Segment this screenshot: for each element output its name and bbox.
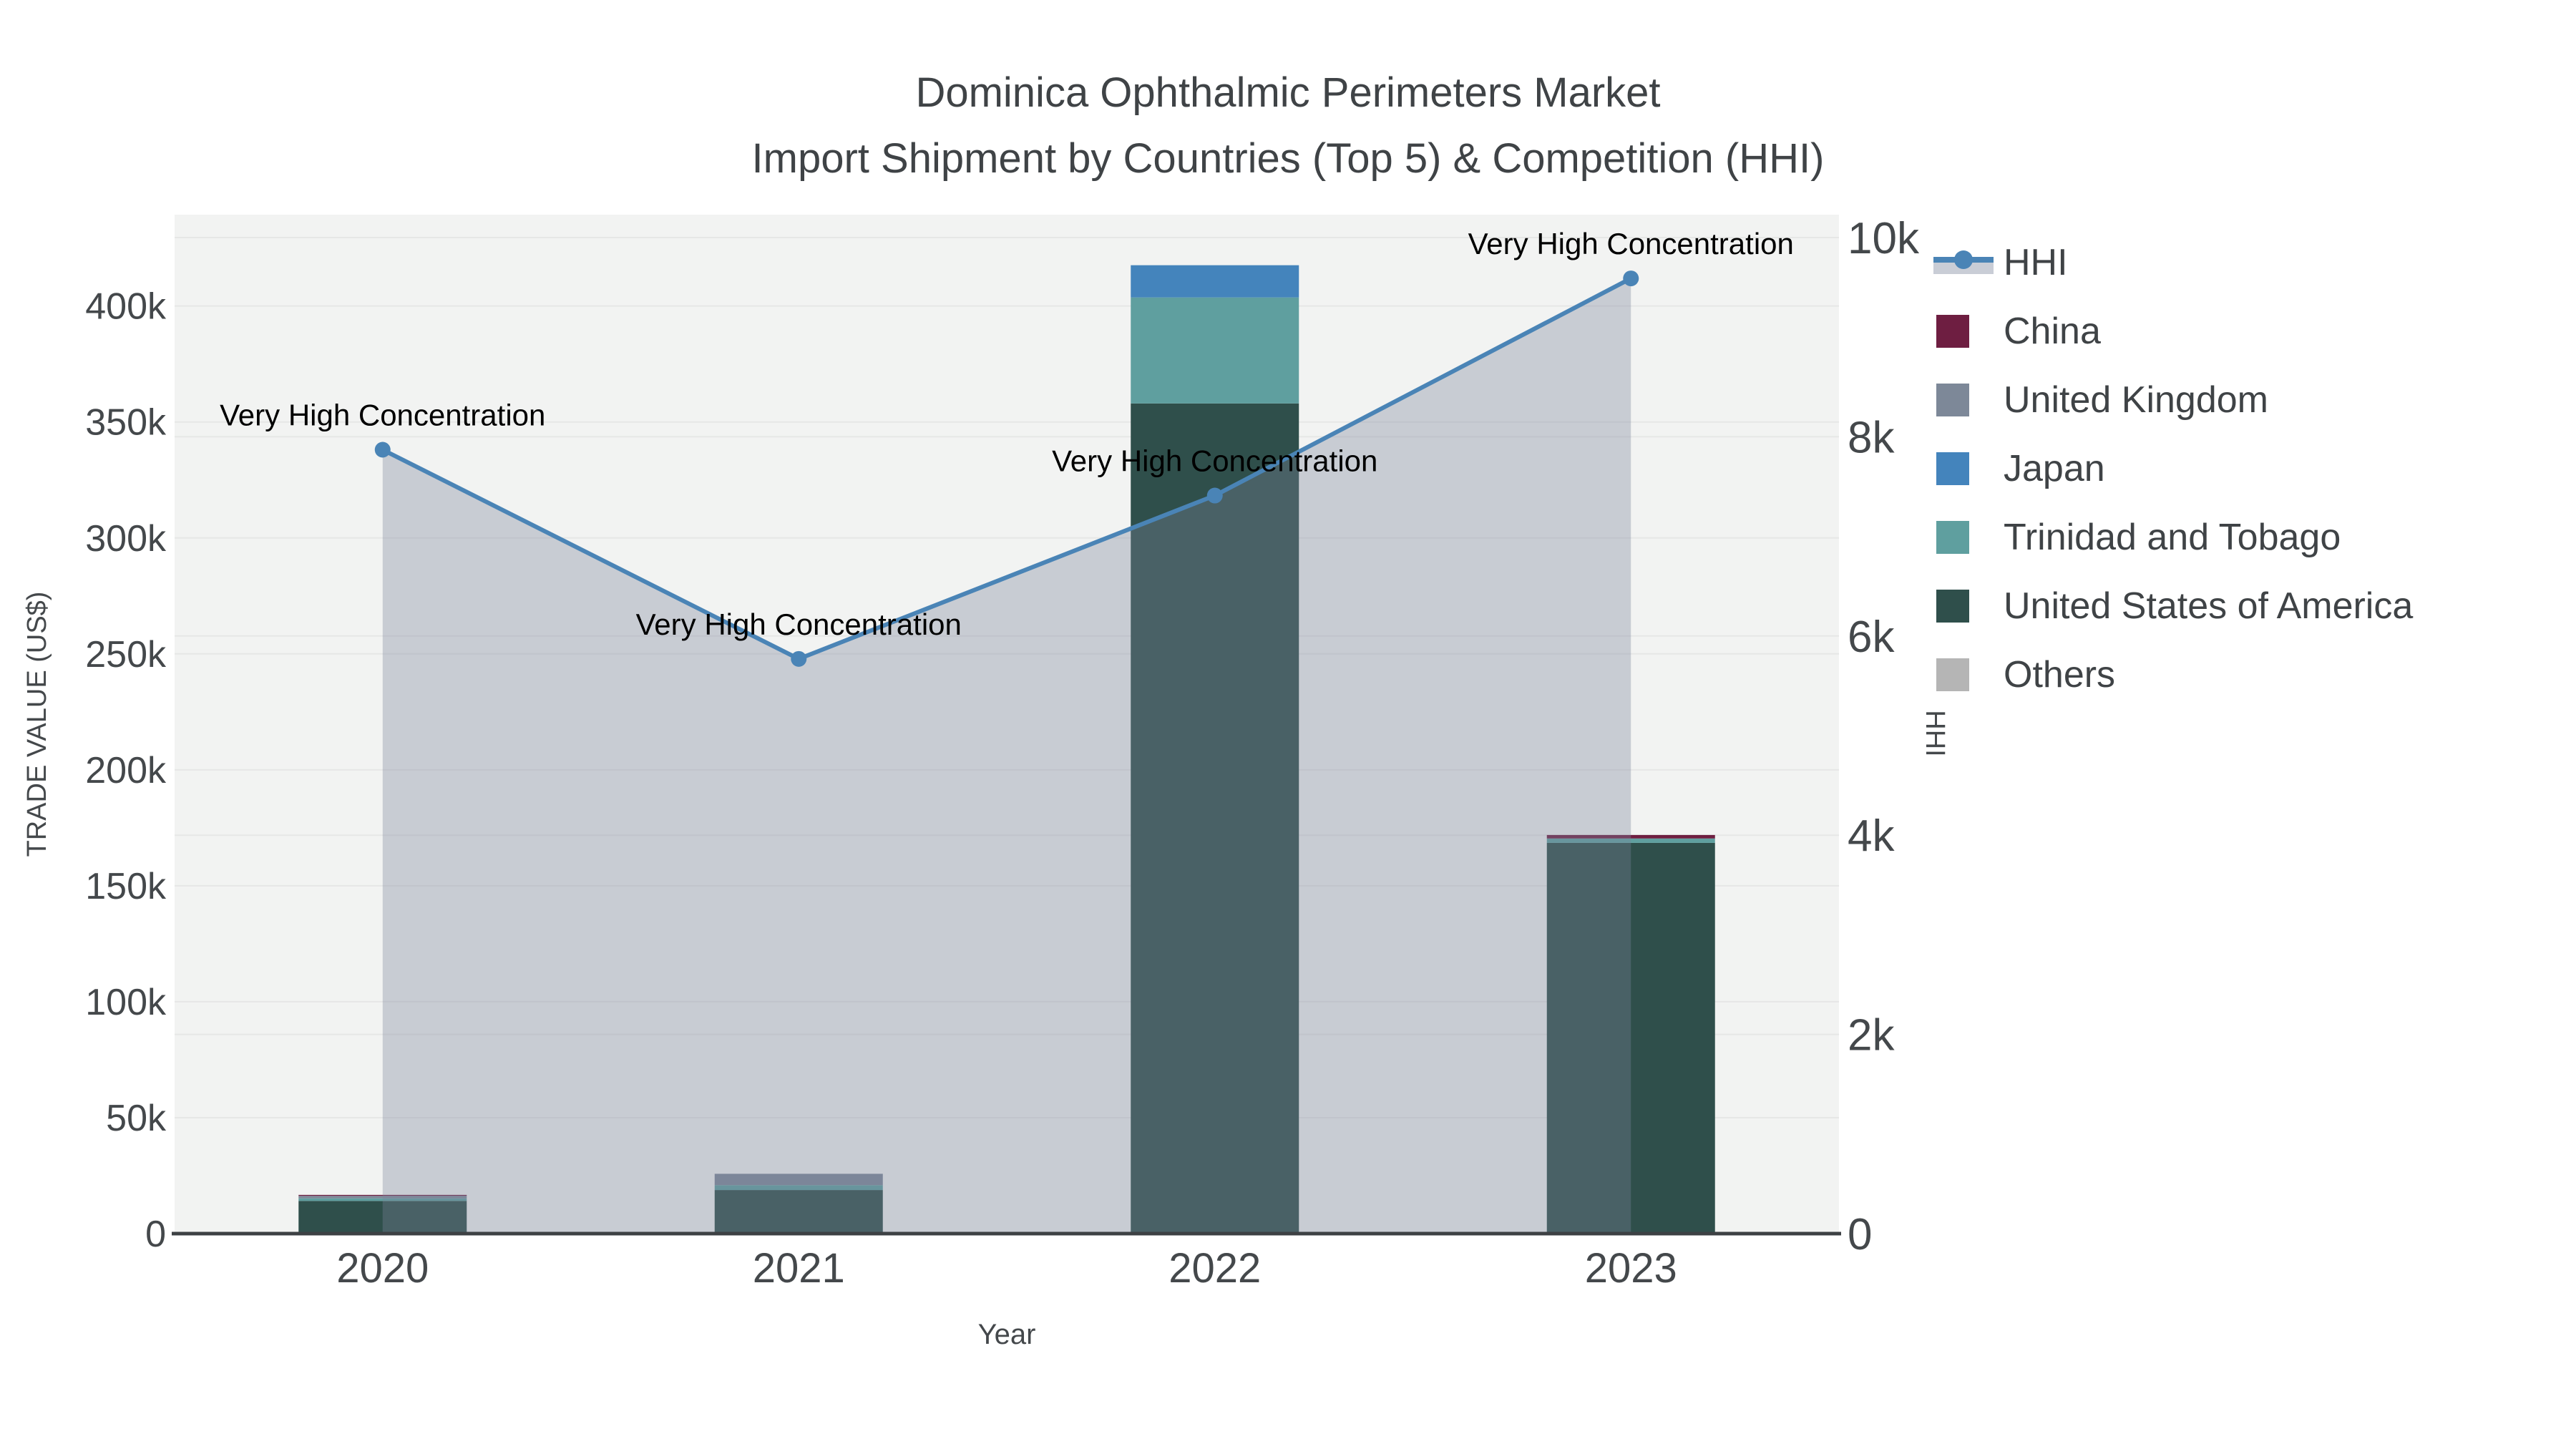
bar-segment-japan-2022 [1131, 265, 1299, 298]
legend-item-japan[interactable]: Japan [1932, 434, 2413, 503]
bar-segment-trinidad-and-tobago-2020 [298, 1198, 467, 1201]
bar-segment-china-2023 [1546, 834, 1715, 839]
china-swatch-icon [1932, 315, 2004, 348]
legend-item-hhi[interactable]: HHI [1932, 228, 2413, 297]
bar-segment-united-states-of-america-2022 [1131, 403, 1299, 1234]
bar-segment-united-states-of-america-2020 [298, 1201, 467, 1234]
annotation-2021: Very High Concentration [636, 608, 962, 641]
bar-segment-united-kingdom-2020 [298, 1196, 467, 1199]
legend-label: Trinidad and Tobago [2004, 517, 2341, 558]
legend-item-others[interactable]: Others [1932, 640, 2413, 709]
x-tick-2021: 2021 [753, 1245, 845, 1292]
legend-item-united-states-of-america[interactable]: United States of America [1932, 572, 2413, 640]
united-states-of-america-swatch-icon [1932, 590, 2004, 623]
legend-label: China [2004, 311, 2101, 352]
y-tick-left-250k: 250k [85, 634, 167, 675]
x-tick-2020: 2020 [336, 1245, 429, 1292]
bar-segment-trinidad-and-tobago-2023 [1546, 838, 1715, 843]
chart-title-line2: Import Shipment by Countries (Top 5) & C… [751, 135, 1825, 182]
y-axis-title-left: TRADE VALUE (US$) [22, 592, 52, 857]
hhi-area-fill [382, 278, 1631, 1234]
hhi-marker-2021 [791, 650, 807, 667]
legend-item-united-kingdom[interactable]: United Kingdom [1932, 366, 2413, 434]
annotation-2020: Very High Concentration [220, 399, 545, 432]
annotation-2022: Very High Concentration [1052, 444, 1377, 478]
bar-segment-trinidad-and-tobago-2022 [1131, 297, 1299, 404]
bar-segment-united-kingdom-2021 [714, 1174, 883, 1186]
legend-item-china[interactable]: China [1932, 297, 2413, 366]
y-tick-left-50k: 50k [106, 1098, 167, 1139]
japan-swatch-icon [1932, 452, 2004, 485]
hhi-marker-2022 [1206, 487, 1223, 504]
y-tick-right-2k: 2k [1848, 1011, 1895, 1060]
y-axis-title-right: HHI [1920, 710, 1950, 756]
y-tick-right-6k: 6k [1848, 613, 1895, 662]
legend-label: Others [2004, 654, 2116, 696]
legend-item-trinidad-and-tobago[interactable]: Trinidad and Tobago [1932, 503, 2413, 572]
hhi-marker-2023 [1623, 270, 1639, 287]
x-axis-title: Year [978, 1319, 1036, 1350]
y-tick-left-0: 0 [145, 1214, 166, 1255]
bar-segment-united-states-of-america-2021 [714, 1190, 883, 1234]
y-tick-right-8k: 8k [1848, 413, 1895, 462]
bar-segment-united-states-of-america-2023 [1546, 842, 1715, 1234]
trinidad-and-tobago-swatch-icon [1932, 521, 2004, 554]
y-tick-left-350k: 350k [85, 402, 167, 444]
legend-label: Japan [2004, 448, 2105, 489]
hhi-line-legend-icon [1932, 245, 2004, 280]
y-tick-left-300k: 300k [85, 518, 167, 560]
x-tick-2023: 2023 [1585, 1245, 1677, 1292]
legend-label: United States of America [2004, 585, 2414, 627]
united-kingdom-swatch-icon [1932, 384, 2004, 416]
bar-segment-trinidad-and-tobago-2021 [714, 1185, 883, 1191]
bar-segment-china-2020 [298, 1194, 467, 1196]
chart-title-line1: Dominica Ophthalmic Perimeters Market [915, 69, 1661, 116]
x-tick-2022: 2022 [1169, 1245, 1261, 1292]
legend-label: United Kingdom [2004, 379, 2268, 421]
y-tick-right-10k: 10k [1848, 214, 1920, 263]
y-tick-left-100k: 100k [85, 982, 167, 1023]
hhi-marker-2020 [374, 441, 391, 458]
hhi-line [381, 276, 1632, 662]
others-swatch-icon [1932, 658, 2004, 691]
annotation-2023: Very High Concentration [1468, 227, 1794, 260]
y-tick-left-150k: 150k [85, 866, 167, 907]
legend-label: HHI [2004, 242, 2068, 283]
y-tick-right-4k: 4k [1848, 811, 1895, 861]
y-tick-left-200k: 200k [85, 750, 167, 791]
y-tick-right-0: 0 [1848, 1210, 1872, 1259]
legend: HHI China United Kingdom Japan Trinidad and … [1932, 228, 2413, 709]
y-tick-left-400k: 400k [85, 286, 167, 328]
